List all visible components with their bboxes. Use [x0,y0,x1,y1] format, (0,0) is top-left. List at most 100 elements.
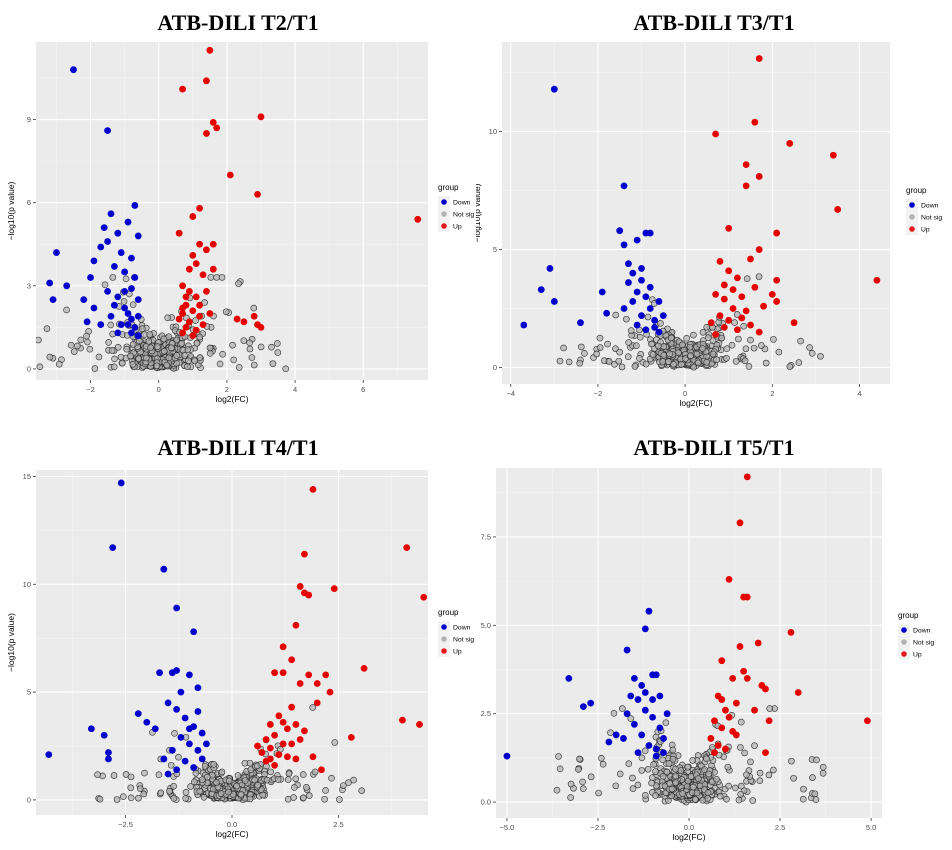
point-down [638,312,645,319]
x-axis-label: log2(FC) [215,829,248,839]
point-not-sig [665,760,673,767]
legend-label: Not sig [921,215,942,222]
point-not-sig [703,755,710,763]
point-down [121,287,129,295]
y-tick-label: 5 [493,245,497,254]
point-down [638,265,645,272]
point-not-sig [173,352,181,359]
point-down [630,720,638,728]
point-down [90,304,98,312]
point-not-sig [154,343,161,350]
point-not-sig [250,304,258,312]
point-not-sig [556,357,564,365]
point-down [656,692,664,700]
point-not-sig [46,353,54,361]
point-not-sig [644,313,652,321]
point-down [623,646,631,654]
point-not-sig [718,334,726,342]
point-up [729,674,737,682]
point-down [105,749,112,756]
point-not-sig [185,357,192,365]
point-not-sig [350,776,357,784]
point-up [203,246,210,254]
point-not-sig [155,771,163,778]
point-down [641,625,649,633]
point-not-sig [219,350,226,358]
point-up [199,321,207,328]
point-not-sig [689,757,696,764]
point-not-sig [725,782,732,790]
point-up [773,276,781,284]
point-up [773,229,781,237]
y-tick-label: 0 [493,363,497,372]
point-up [209,118,217,126]
point-not-sig [20,365,26,371]
point-not-sig [26,333,32,339]
point-not-sig [652,768,659,775]
point-not-sig [644,765,652,773]
point-up [714,742,722,749]
point-not-sig [263,776,271,784]
point-up [179,85,186,93]
legend-marker [901,627,907,633]
point-down [638,682,646,689]
point-down [104,127,111,135]
point-not-sig [83,332,90,340]
point-down [173,705,181,713]
point-down [107,312,115,320]
point-not-sig [648,340,655,348]
point-not-sig [225,777,233,785]
legend-label: Down [921,203,939,210]
point-not-sig [762,359,770,367]
point-up [309,486,317,493]
point-up [257,113,265,121]
point-not-sig [268,343,275,351]
point-up [288,656,296,664]
chart-title: ATB-DILI T3/T1 [633,10,795,35]
point-up [226,171,234,179]
legend: group Down Not sig Up [906,186,942,235]
point-not-sig [678,361,685,368]
legend: group Down Not sig Up [898,611,934,660]
point-not-sig [567,794,574,801]
point-not-sig [690,363,698,371]
point-down [90,257,98,265]
point-down [630,674,638,682]
point-not-sig [636,355,643,362]
point-not-sig [731,319,738,326]
point-not-sig [135,794,142,802]
volcano-plot-3: −2.5 0.0 2.5 0 5 10 15 log2(FC) −log10(p value) g… [6,470,474,839]
point-not-sig [723,354,730,362]
x-tick-label: 4 [293,385,297,394]
point-not-sig [43,325,51,332]
point-not-sig [241,777,249,784]
point-not-sig [745,363,753,370]
point-not-sig [709,337,717,344]
point-down [565,674,573,682]
legend-label: Up [453,649,462,656]
point-not-sig [670,360,677,368]
point-not-sig [145,337,153,345]
point-down [104,287,111,295]
point-up [185,318,193,326]
point-down [114,229,122,237]
point-not-sig [724,763,732,771]
point-down [520,321,528,329]
y-tick-label: 5 [27,688,31,697]
point-up [722,745,729,753]
point-not-sig [593,350,600,358]
point-not-sig [648,779,655,787]
point-up [790,319,798,327]
point-down [117,479,125,487]
point-up [725,316,733,324]
point-up [266,755,274,763]
point-not-sig [253,762,261,770]
point-up [292,755,300,763]
point-up [720,295,728,303]
point-down [652,745,660,753]
point-not-sig [269,360,277,367]
point-up [254,190,261,198]
point-not-sig [300,794,307,802]
point-up [403,544,411,552]
point-not-sig [284,776,292,783]
